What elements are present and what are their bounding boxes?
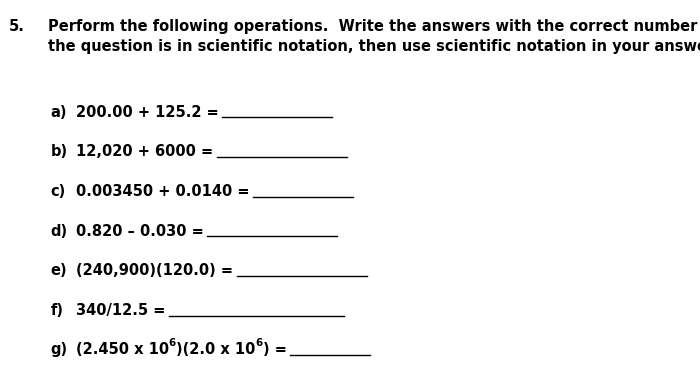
Text: ) =: ) = <box>262 342 286 357</box>
Text: (240,900)(120.0) =: (240,900)(120.0) = <box>76 263 232 278</box>
Text: 5.: 5. <box>8 19 24 34</box>
Text: c): c) <box>50 184 66 199</box>
Text: 0.820 – 0.030 =: 0.820 – 0.030 = <box>76 224 203 239</box>
Text: Perform the following operations.  Write the answers with the correct number of : Perform the following operations. Write … <box>48 19 700 34</box>
Text: )(2.0 x 10: )(2.0 x 10 <box>176 342 256 357</box>
Text: d): d) <box>50 224 67 239</box>
Text: 6: 6 <box>256 338 262 348</box>
Text: 200.00 + 125.2 =: 200.00 + 125.2 = <box>76 105 218 120</box>
Text: (2.450 x 10: (2.450 x 10 <box>76 342 169 357</box>
Text: e): e) <box>50 263 67 278</box>
Text: f): f) <box>50 303 64 318</box>
Text: a): a) <box>50 105 67 120</box>
Text: 0.003450 + 0.0140 =: 0.003450 + 0.0140 = <box>76 184 249 199</box>
Text: 12,020 + 6000 =: 12,020 + 6000 = <box>76 144 213 159</box>
Text: the question is in scientific notation, then use scientific notation in your ans: the question is in scientific notation, … <box>48 39 700 54</box>
Text: 6: 6 <box>169 338 176 348</box>
Text: g): g) <box>50 342 67 357</box>
Text: 340/12.5 =: 340/12.5 = <box>76 303 165 318</box>
Text: b): b) <box>50 144 67 159</box>
